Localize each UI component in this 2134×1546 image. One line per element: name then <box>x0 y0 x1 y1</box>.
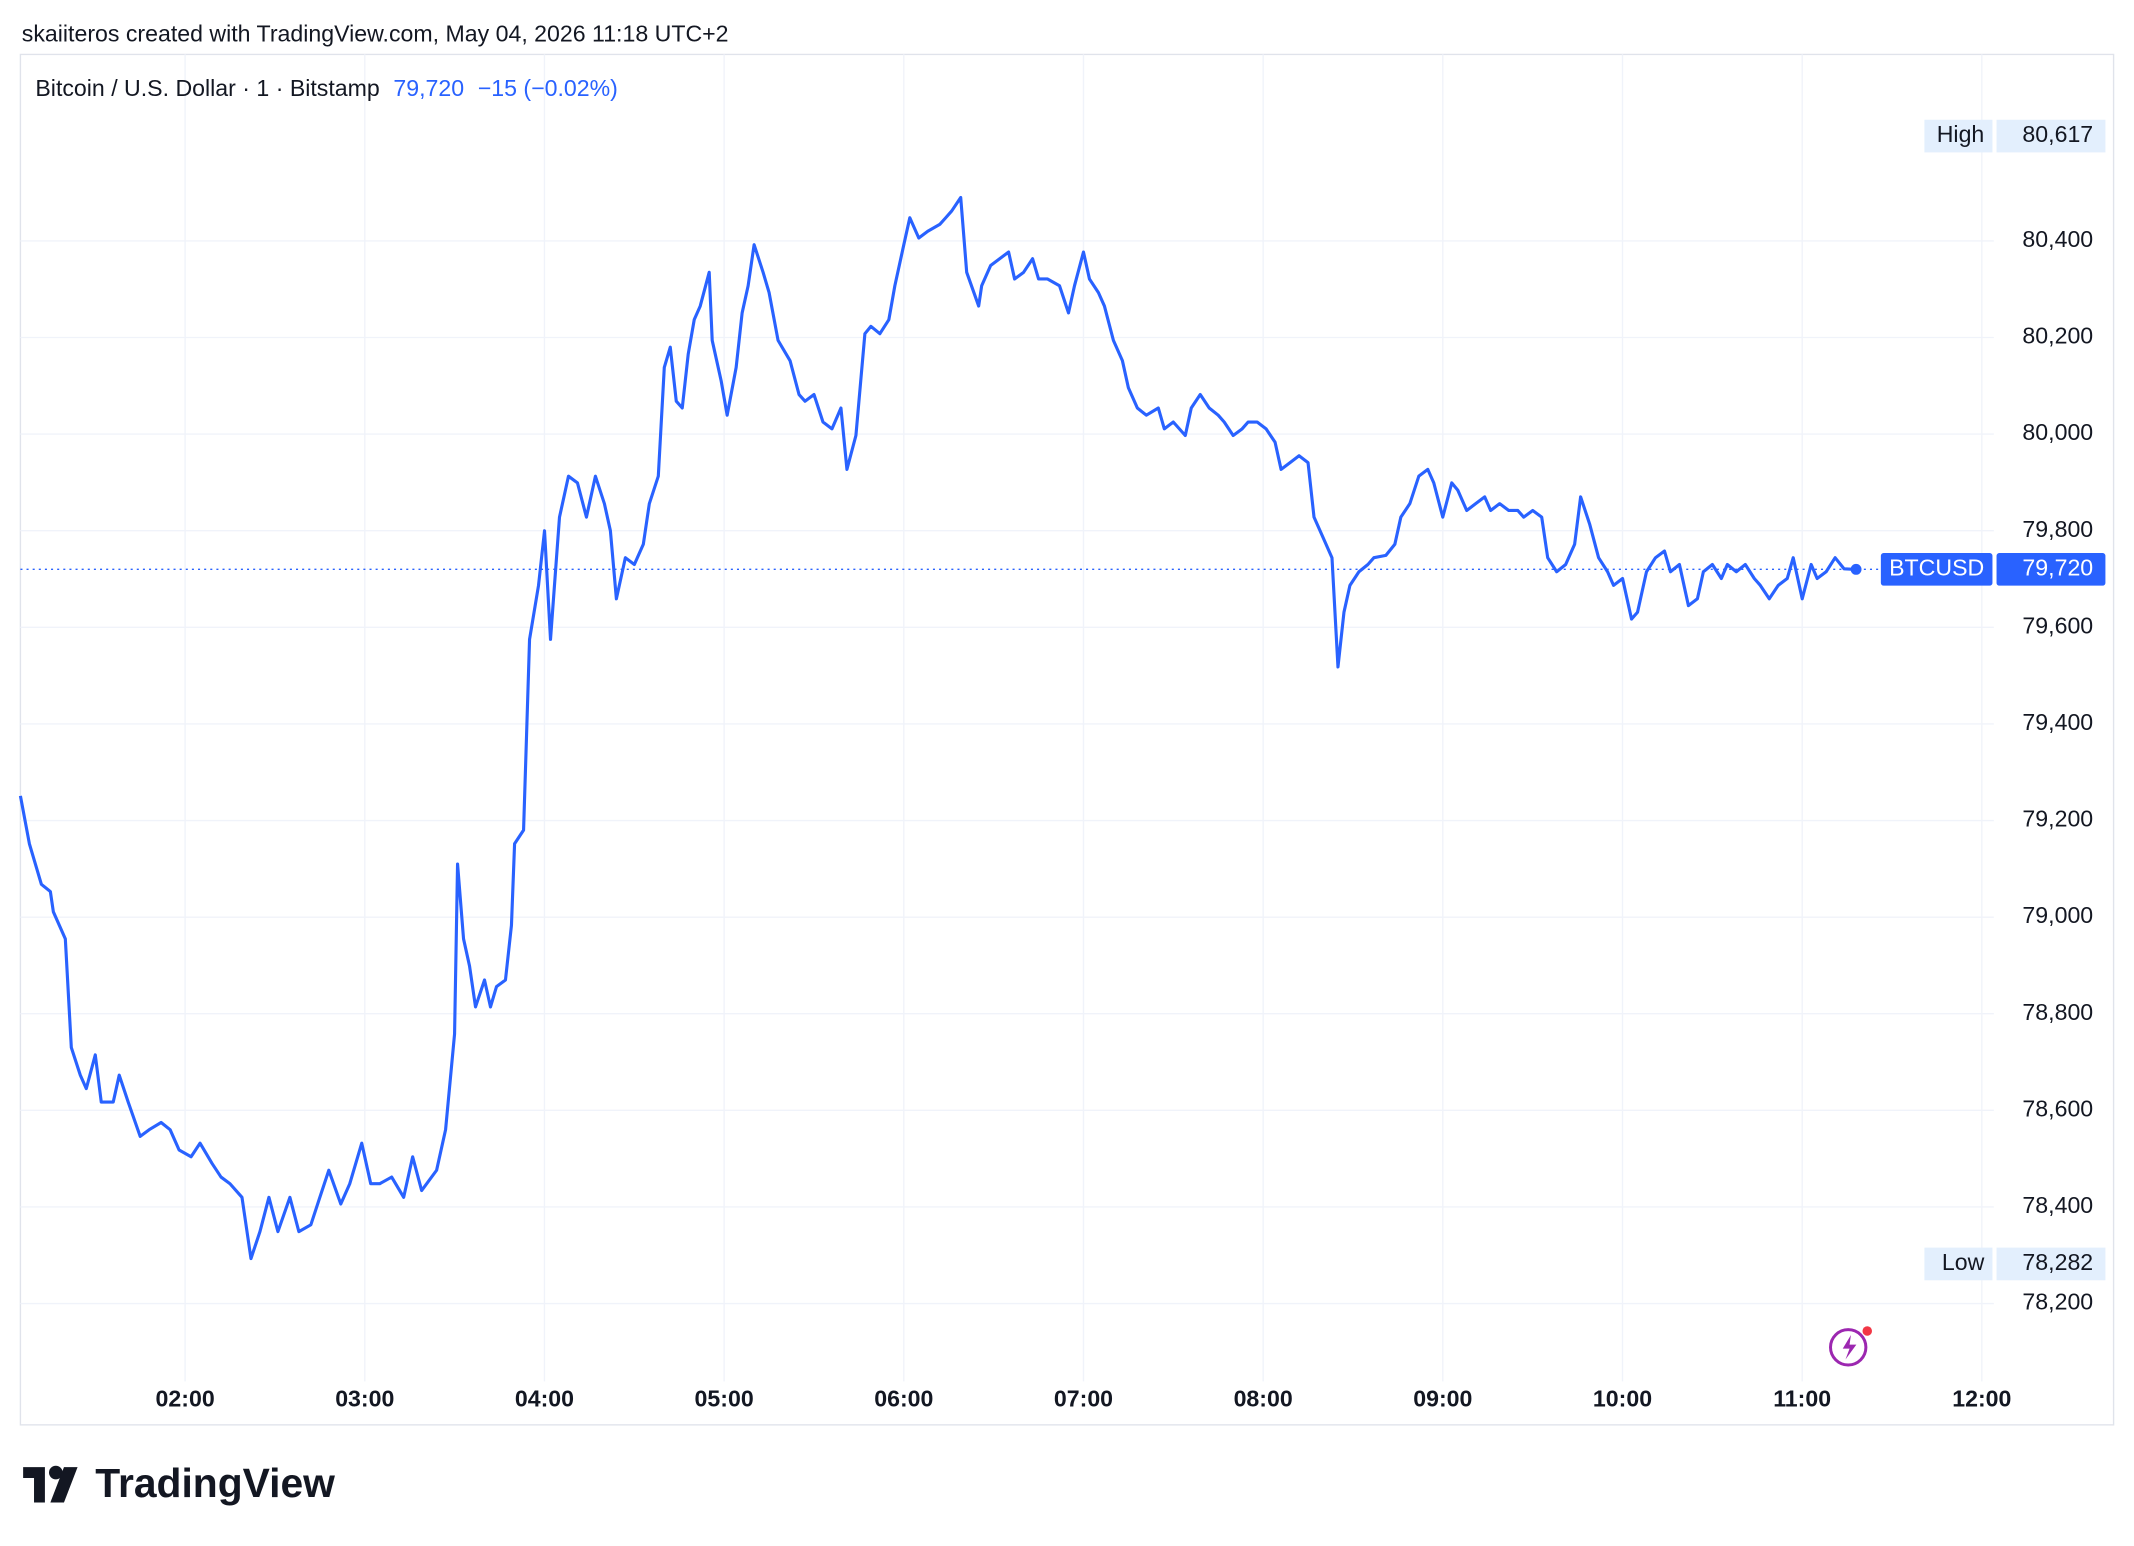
y-tick-label: 79,600 <box>2022 612 2093 638</box>
x-tick-label: 09:00 <box>1413 1385 1472 1411</box>
high-tag-name <box>1924 119 1993 153</box>
x-tick-label: 06:00 <box>874 1385 933 1411</box>
y-tick-label: 79,400 <box>2022 709 2093 735</box>
header: skaiiteros created with TradingView.com,… <box>22 20 729 46</box>
high-label: 80,617 <box>2022 121 2093 147</box>
last-price: 79,720 <box>393 75 464 101</box>
brand: TradingView <box>95 1460 335 1506</box>
x-tick-label: 03:00 <box>335 1385 394 1411</box>
y-tick-label: 79,200 <box>2022 806 2093 832</box>
low-tag-name <box>1924 1247 1993 1281</box>
y-tick-label: 78,200 <box>2022 1289 2093 1315</box>
y-tick-label: 78,400 <box>2022 1192 2093 1218</box>
low-label: 78,282 <box>2022 1249 2093 1275</box>
y-tick-label: 80,400 <box>2022 226 2093 252</box>
y-tick-label: 78,800 <box>2022 999 2093 1025</box>
high-tag <box>1996 119 2106 153</box>
x-tick-label: 10:00 <box>1593 1385 1652 1411</box>
y-tick-label: 79,000 <box>2022 902 2093 928</box>
y-tick-label: 80,000 <box>2022 419 2093 445</box>
price-tag-label: 79,720 <box>2022 554 2093 580</box>
x-tick-label: 11:00 <box>1773 1385 1831 1411</box>
x-tick-label: 05:00 <box>695 1385 754 1411</box>
x-tick-label: 02:00 <box>156 1385 215 1411</box>
price-line <box>18 195 1857 1261</box>
change: −15 (−0.02%) <box>478 75 618 101</box>
symbol-label: BTCUSD <box>1889 554 1984 580</box>
low-text: Low <box>1942 1249 1985 1275</box>
high-text: High <box>1937 121 1985 147</box>
brand-logo <box>23 1465 78 1503</box>
y-tick-label: 80,200 <box>2022 323 2093 349</box>
last-point <box>1850 563 1862 575</box>
price-tag <box>1996 553 2106 586</box>
x-tick-label: 12:00 <box>1952 1385 2011 1411</box>
y-tick-label: 78,600 <box>2022 1095 2093 1121</box>
x-tick-label: 04:00 <box>515 1385 574 1411</box>
x-tick-label: 08:00 <box>1234 1385 1293 1411</box>
low-tag <box>1996 1247 2106 1281</box>
chart-frame <box>19 53 2115 1426</box>
x-tick-label: 07:00 <box>1054 1385 1113 1411</box>
icon <box>1829 1326 1873 1367</box>
symbol-tag <box>1880 553 1993 586</box>
y-tick-label: 79,800 <box>2022 516 2093 542</box>
chart-title: Bitcoin / U.S. Dollar · 1 · Bitstamp <box>35 75 379 101</box>
